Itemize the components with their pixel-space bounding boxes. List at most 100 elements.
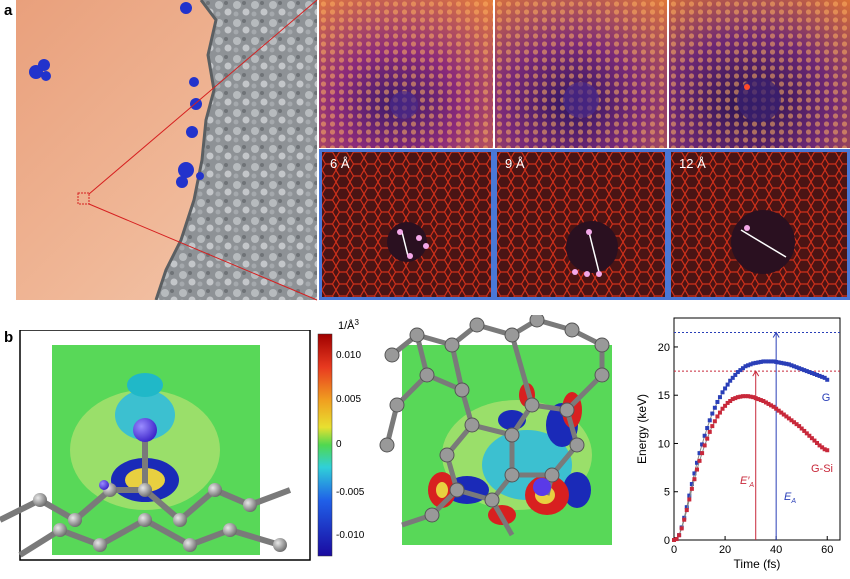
- series-1-point: [825, 448, 830, 453]
- series-1-point: [730, 397, 735, 402]
- series-0-point: [776, 360, 781, 365]
- series-0-point: [779, 360, 784, 365]
- series-0-point: [799, 367, 804, 372]
- nanoparticle-dots: [29, 2, 204, 188]
- legend-g: G: [822, 392, 831, 404]
- svg-text:1/Å3: 1/Å3: [338, 318, 360, 332]
- series-0-point: [797, 366, 802, 371]
- series-1-point: [812, 438, 817, 443]
- colorbar: 1/Å3 0.010 0.005 0 -0.005 -0.010: [316, 318, 376, 558]
- sim-label-6A: 6 Å: [330, 156, 350, 171]
- series-0-point: [820, 374, 825, 379]
- series-0-point: [702, 433, 707, 438]
- series-0-point: [697, 451, 702, 456]
- series-1-point: [817, 443, 822, 448]
- series-0-point: [728, 378, 733, 383]
- series-1-point: [682, 517, 687, 522]
- series-0-point: [804, 369, 809, 374]
- series-0-point: [712, 405, 717, 410]
- series-0-point: [815, 372, 820, 377]
- series-1-point: [769, 403, 774, 408]
- sim-label-9A: 9 Å: [505, 156, 525, 171]
- series-1-point: [684, 508, 689, 513]
- series-0-point: [687, 493, 692, 498]
- series-1-point: [820, 445, 825, 450]
- series-0-point: [738, 368, 743, 373]
- y-tick-label-3: 15: [658, 390, 670, 402]
- series-0-point: [786, 362, 791, 367]
- series-0-point: [689, 482, 694, 487]
- x-axis-label: Time (fs): [734, 557, 781, 571]
- series-1-point: [815, 440, 820, 445]
- colorbar-tick-3: -0.005: [336, 487, 365, 498]
- series-1-point: [799, 426, 804, 431]
- series-1-point: [679, 526, 684, 531]
- series-1-point: [694, 467, 699, 472]
- series-0-point: [751, 361, 756, 366]
- ea-label: EA: [784, 491, 796, 505]
- series-0-point: [807, 370, 812, 375]
- series-1-point: [692, 477, 697, 482]
- y-tick-label-1: 5: [664, 487, 670, 499]
- colorbar-tick-4: -0.010: [336, 530, 365, 541]
- colorbar-unit: 1/Å: [338, 319, 355, 332]
- series-0-point: [740, 366, 745, 371]
- x-tick-label-3: 60: [821, 544, 833, 556]
- series-0-point: [756, 360, 761, 365]
- x-tick-label-0: 0: [671, 544, 677, 556]
- series-1-point: [738, 394, 743, 399]
- series-0-point: [705, 426, 710, 431]
- series-0-point: [771, 359, 776, 364]
- series-1-point: [700, 451, 705, 456]
- dft-side-view: [0, 329, 316, 562]
- series-1-point: [746, 394, 751, 399]
- x-tick-label-2: 40: [770, 544, 782, 556]
- series-1-point: [728, 399, 733, 404]
- series-1-point: [766, 401, 771, 406]
- series-1-point: [735, 395, 740, 400]
- energy-chart: 0 20 40 60 0 5 10 15 20 Time (fs) Energy (keV) G…: [635, 312, 848, 574]
- series-1-point: [697, 458, 702, 463]
- series-0-point: [809, 371, 814, 376]
- series-0-point: [792, 364, 797, 369]
- series-1-point: [672, 538, 676, 542]
- series-0-point: [774, 359, 779, 364]
- x-tick-label-1: 20: [719, 544, 731, 556]
- y-axis-label: Energy (keV): [636, 394, 649, 464]
- series-1-point: [797, 424, 802, 429]
- energy-chart-svg: 0 20 40 60 0 5 10 15 20 Time (fs) Energy (keV) G…: [635, 317, 841, 571]
- tem-overview-image: [16, 0, 317, 301]
- series-0-point: [761, 359, 766, 364]
- panel-a-label: a: [4, 2, 13, 19]
- simulation-panel-9A: 9 Å: [494, 149, 668, 300]
- series-0-point: [735, 370, 740, 375]
- series-1-point: [712, 419, 717, 424]
- series-1-point: [786, 416, 791, 421]
- series-0-point: [822, 375, 827, 380]
- colorbar-tick-0: 0.010: [336, 350, 361, 361]
- series-1-point: [705, 436, 710, 441]
- sim-label-12A: 12 Å: [679, 156, 706, 171]
- series-0-point: [789, 363, 794, 368]
- series-1-point: [717, 410, 722, 415]
- colorbar-tick-2: 0: [336, 439, 342, 450]
- series-0-point: [769, 359, 774, 364]
- simulation-panel-12A: 12 Å: [668, 149, 850, 300]
- series-0-point: [812, 371, 817, 376]
- y-tick-label-4: 20: [658, 342, 670, 354]
- series-1-point: [761, 399, 766, 404]
- series-1-point: [763, 400, 768, 405]
- series-1-point: [758, 398, 763, 403]
- series-1-point: [702, 443, 707, 448]
- series-1-point: [756, 397, 761, 402]
- series-0-point: [802, 368, 807, 373]
- series-1-point: [674, 537, 679, 542]
- series-0-point: [692, 471, 697, 476]
- dft-top-view: [377, 312, 635, 565]
- threshold-arrow-0: [772, 331, 780, 338]
- series-1-point: [781, 412, 786, 417]
- y-tick-label-0: 0: [664, 535, 670, 547]
- series-0-point: [753, 360, 758, 365]
- series-0-point: [723, 386, 728, 391]
- series-0-point: [784, 361, 789, 366]
